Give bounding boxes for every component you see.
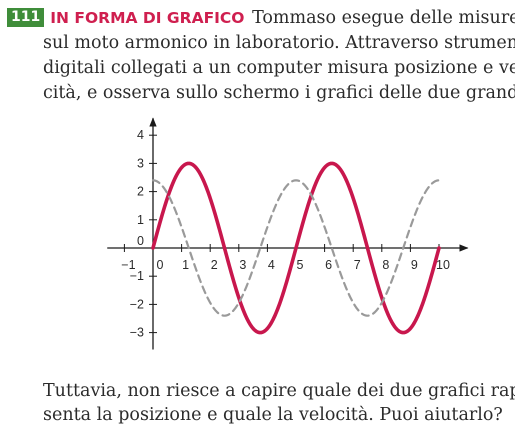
y-tick-label: −3 [130, 326, 144, 340]
exercise-header: 111 IN FORMA DI GRAFICO Tommaso esegue de… [7, 6, 515, 106]
x-tick-label: 6 [325, 258, 332, 272]
question-line-2: senta la posizione e quale la velocità. … [43, 405, 503, 425]
x-tick-label: 7 [354, 258, 361, 272]
exercise-number-badge: 111 [7, 8, 45, 27]
x-tick-label: 10 [436, 258, 450, 272]
y-tick-label: −1 [130, 269, 144, 283]
x-tick-label: 4 [268, 258, 275, 272]
intro-line-4: cità, e osserva sullo schermo i grafici … [43, 83, 515, 103]
y-tick-label: 0 [137, 234, 144, 248]
chart-axes [107, 117, 469, 350]
intro-line-1: 111 IN FORMA DI GRAFICO Tommaso esegue de… [7, 6, 515, 31]
y-tick-label: 3 [137, 156, 144, 170]
x-tick-label: 0 [157, 258, 164, 272]
question-line-1: Tuttavia, non riesce a capire quale dei … [43, 381, 515, 401]
question-text: Tuttavia, non riesce a capire quale dei … [43, 379, 515, 427]
intro-text-1: Tommaso esegue delle misure [252, 8, 515, 28]
y-tick-label: −2 [130, 297, 144, 311]
x-tick-label: 3 [239, 258, 246, 272]
x-tick-label: 8 [382, 258, 389, 272]
chart-series [151, 161, 441, 335]
x-tick-label: −1 [121, 258, 135, 272]
intro-line-2: sul moto armonico in laboratorio. Attrav… [43, 33, 515, 53]
y-tick-label: 4 [137, 128, 144, 142]
x-tick-label: 5 [297, 258, 304, 272]
y-tick-label: 2 [137, 185, 144, 199]
series-line-solid [151, 161, 441, 335]
x-tick-label: 2 [211, 258, 218, 272]
x-tick-label: 1 [182, 258, 189, 272]
x-tick-label: 9 [411, 258, 418, 272]
series-line-dashed [151, 179, 441, 317]
y-tick-label: 1 [137, 213, 144, 227]
exercise-title: IN FORMA DI GRAFICO [50, 9, 245, 27]
intro-line-3: digitali collegati a un computer misura … [43, 58, 515, 78]
